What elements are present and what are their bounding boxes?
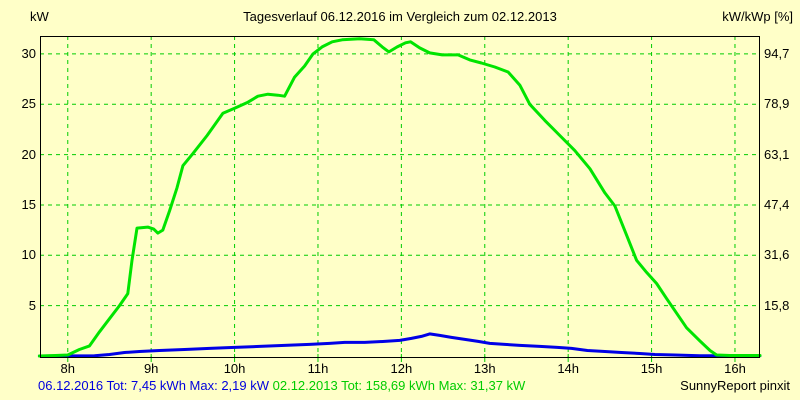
y-axis-label-left: 25 <box>21 96 36 112</box>
x-axis-label: 12h <box>390 361 413 376</box>
curve-06-12-2016 <box>37 332 762 358</box>
plot-area <box>37 36 762 362</box>
chart-title: Tagesverlauf 06.12.2016 im Vergleich zum… <box>243 9 557 24</box>
chart-svg <box>37 36 762 362</box>
left-axis-unit-label: kW <box>30 9 49 24</box>
y-axis-label-right: 94,7 <box>764 45 790 61</box>
curve-02-12-2013 <box>37 37 762 358</box>
y-axis-label-right: 63,1 <box>764 146 790 162</box>
x-axis-label: 15h <box>640 361 663 376</box>
x-axis-label: 11h <box>307 361 329 376</box>
x-axis-label: 8h <box>60 361 75 376</box>
footer-status-line: 06.12.2016 Tot: 7,45 kWh Max: 2,19 kW 02… <box>38 378 525 393</box>
footer-series-2016: 06.12.2016 Tot: 7,45 kWh Max: 2,19 kW <box>38 378 269 393</box>
x-axis-label: 13h <box>473 361 496 376</box>
y-axis-label-left: 5 <box>28 297 36 313</box>
x-axis-label: 14h <box>557 361 580 376</box>
x-axis-label: 10h <box>223 361 246 376</box>
y-axis-label-left: 30 <box>21 45 36 61</box>
footer-series-2013: 02.12.2013 Tot: 158,69 kWh Max: 31,37 kW <box>272 378 526 393</box>
y-axis-label-left: 10 <box>21 247 36 263</box>
footer-credit: SunnyReport pinxit <box>680 378 790 393</box>
y-axis-label-left: 15 <box>21 196 36 212</box>
right-axis-unit-label: kW/kWp [%] <box>722 9 793 24</box>
y-axis-label-right: 78,9 <box>764 96 790 112</box>
y-axis-label-right: 47,4 <box>764 196 790 212</box>
y-axis-label-right: 15,8 <box>764 297 790 313</box>
y-axis-label-right: 31,6 <box>764 247 790 263</box>
y-axis-label-left: 20 <box>21 146 36 162</box>
x-axis-label: 9h <box>143 361 159 376</box>
plot-border <box>40 36 760 358</box>
x-axis-label: 16h <box>724 361 746 376</box>
